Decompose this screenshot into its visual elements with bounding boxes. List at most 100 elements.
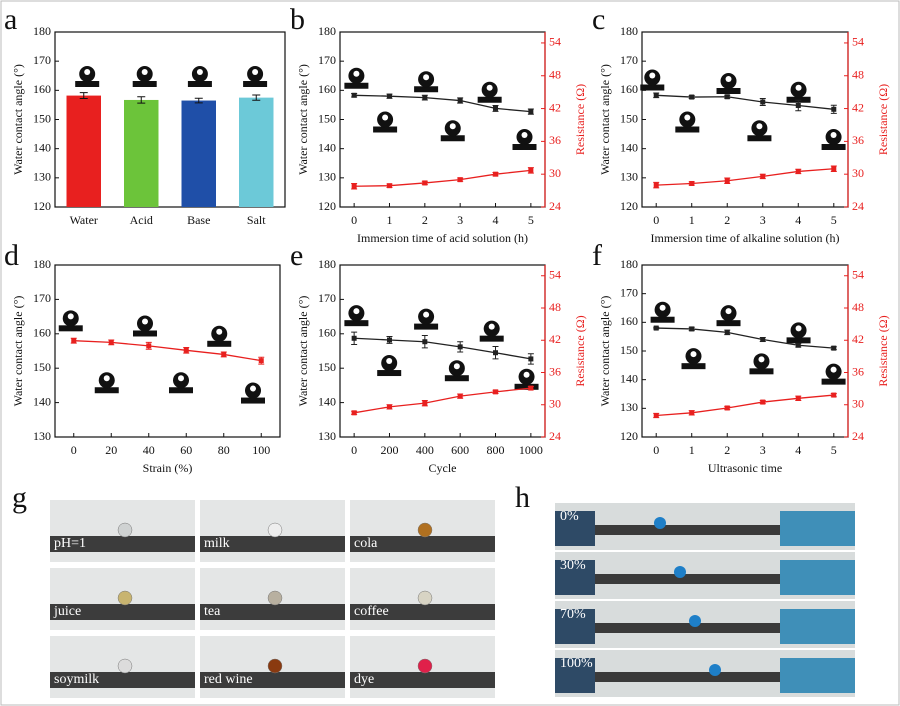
drop-highlight <box>67 313 74 320</box>
drop-base <box>512 144 537 150</box>
marker <box>831 392 837 398</box>
marker <box>457 177 463 183</box>
series-line <box>656 94 834 110</box>
drop-highlight <box>103 375 110 382</box>
x-tick-label: 40 <box>143 443 155 457</box>
marker <box>493 171 499 177</box>
series-line <box>656 394 834 417</box>
drop-base <box>440 135 465 142</box>
drop-base <box>479 335 504 342</box>
drop-highlight <box>353 70 360 77</box>
y2-tick-label: 54 <box>549 35 561 49</box>
strip <box>50 536 195 552</box>
marker <box>457 393 463 399</box>
series-line <box>73 340 262 362</box>
y2-axis-label: Resistance (Ω) <box>573 84 587 155</box>
droplet <box>117 590 133 606</box>
drop-base <box>716 320 741 327</box>
drop-base <box>786 337 811 344</box>
marker <box>724 178 730 184</box>
photo-label: 70% <box>560 607 586 622</box>
y-axis-label: Water contact angle (°) <box>598 64 612 175</box>
y-tick-label: 160 <box>33 82 51 96</box>
strip <box>350 672 495 688</box>
marker <box>351 335 357 341</box>
drop-base <box>414 323 439 330</box>
marker <box>689 326 695 332</box>
panel-label: c <box>592 3 605 36</box>
marker <box>831 106 837 112</box>
marker <box>528 109 534 115</box>
drop-base <box>444 375 469 382</box>
clamp <box>780 609 855 644</box>
y-tick-label: 170 <box>318 291 336 305</box>
y2-tick-label: 30 <box>852 397 864 411</box>
marker <box>689 410 695 416</box>
photo-label: coffee <box>354 604 389 619</box>
marker <box>422 95 428 101</box>
marker <box>493 350 499 356</box>
series-line <box>354 387 531 414</box>
y-axis-label: Water contact angle (°) <box>598 296 612 407</box>
y-tick-label: 130 <box>318 429 336 443</box>
marker <box>528 167 534 173</box>
clamp <box>780 560 855 595</box>
y-tick-label: 150 <box>318 360 336 374</box>
drop-base <box>132 81 157 87</box>
strip <box>555 623 855 633</box>
marker <box>422 180 428 186</box>
marker <box>795 342 801 348</box>
y-tick-label: 140 <box>318 394 336 408</box>
drop-highlight <box>488 323 495 330</box>
y-tick-label: 130 <box>33 170 51 184</box>
strip <box>555 672 855 682</box>
drop-highlight <box>795 84 802 91</box>
y-tick-label: 120 <box>33 199 51 213</box>
plot-frame <box>54 264 281 438</box>
drop-highlight <box>830 132 837 138</box>
y2-tick-label: 42 <box>549 100 561 114</box>
marker <box>724 94 730 100</box>
clamp <box>555 560 595 595</box>
drop-base <box>477 96 502 103</box>
series-line <box>354 337 531 360</box>
drop-base <box>169 387 193 394</box>
strip <box>200 536 345 552</box>
marker <box>653 325 659 331</box>
x-tick-label: 0 <box>351 443 357 457</box>
error-bar <box>137 96 146 104</box>
photo-label: cola <box>354 536 378 551</box>
photo-label: 30% <box>560 558 586 573</box>
strip <box>200 604 345 620</box>
x-tick-label: 100 <box>252 443 270 457</box>
clamp <box>555 658 595 693</box>
x-tick-label: 4 <box>795 443 801 457</box>
photo-label: milk <box>204 536 230 551</box>
drop-highlight <box>216 328 223 335</box>
marker <box>351 183 357 189</box>
marker <box>653 182 659 188</box>
y-tick-label: 170 <box>33 291 51 305</box>
drop-highlight <box>758 356 765 363</box>
clamp <box>780 511 855 546</box>
error-bar <box>252 94 261 101</box>
drop-base <box>75 81 100 87</box>
droplet <box>674 566 686 578</box>
series-line <box>656 168 834 186</box>
y-tick-label: 140 <box>318 140 336 154</box>
drop-base <box>681 363 706 370</box>
droplet <box>709 664 721 676</box>
x-tick-label: 0 <box>653 443 659 457</box>
drop-highlight <box>521 132 528 138</box>
y-tick-label: 130 <box>620 170 638 184</box>
y-tick-label: 160 <box>33 326 51 340</box>
marker <box>493 105 499 111</box>
marker <box>493 389 499 395</box>
y-axis-label: Water contact angle (°) <box>296 296 310 407</box>
drop-highlight <box>250 385 256 392</box>
x-tick-label: Acid <box>130 213 153 227</box>
strip <box>555 574 855 584</box>
photo-label: tea <box>204 604 221 619</box>
marker <box>386 93 392 99</box>
